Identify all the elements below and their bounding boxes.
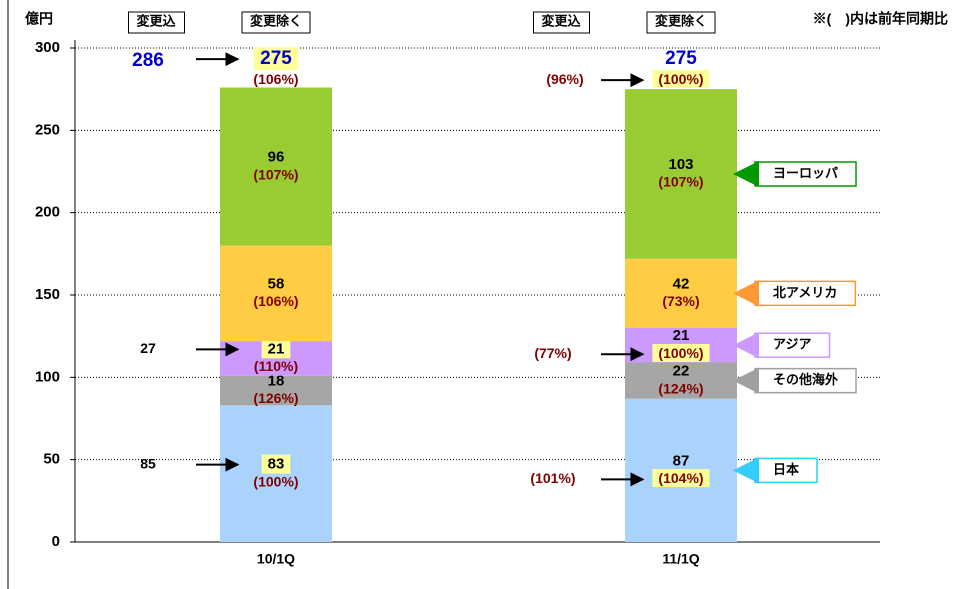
value-label: 21 (268, 340, 285, 357)
highlight (652, 469, 710, 488)
highlight (261, 339, 291, 359)
legend-label: その他海外 (773, 372, 838, 387)
y-tick-label: 0 (52, 533, 60, 550)
legend-label: ヨーロッパ (773, 165, 838, 180)
column-header: 変更込 (136, 13, 176, 28)
y-tick-label: 300 (35, 39, 60, 56)
x-tick-label: 10/1Q (257, 551, 295, 567)
value-label: 83 (268, 456, 285, 473)
legend-arrow (733, 457, 759, 484)
legend-label: 日本 (773, 462, 799, 477)
note: ※( )内は前年同期比 (813, 11, 948, 27)
yoy-label: (106%) (253, 293, 298, 309)
value-label: 87 (673, 452, 690, 469)
column-header: 変更込 (541, 13, 581, 28)
yoy-label: (100%) (253, 473, 298, 489)
legend-box (754, 367, 857, 394)
with-changes-label: (77%) (534, 345, 571, 361)
bar-segment (625, 258, 737, 328)
total-yoy-label: (100%) (658, 71, 703, 87)
legend-arrow (733, 367, 759, 394)
yoy-label: (107%) (253, 166, 298, 182)
yoy-label: (104%) (658, 470, 703, 486)
value-label: 18 (268, 372, 285, 389)
y-tick-label: 200 (35, 204, 60, 221)
yoy-label: (73%) (662, 293, 699, 309)
with-changes-label: (101%) (530, 470, 575, 486)
y-tick-label: 50 (43, 451, 60, 468)
total-with-changes: (96%) (546, 71, 583, 87)
header-box (532, 11, 590, 34)
legend-arrow (733, 160, 759, 187)
header-box (127, 11, 185, 34)
y-unit: 億円 (25, 11, 53, 27)
legend-label: アジア (773, 337, 811, 352)
highlight (254, 47, 299, 71)
yoy-label: (110%) (254, 358, 298, 374)
bar-segment (220, 245, 332, 342)
with-changes-label: 85 (140, 455, 156, 471)
value-label: 21 (673, 327, 690, 344)
legend-box (754, 280, 857, 307)
yoy-label: (124%) (658, 380, 703, 396)
header-box (241, 11, 311, 34)
total-label: 275 (260, 48, 292, 69)
yoy-label: (126%) (253, 390, 298, 406)
bar-segment (625, 362, 737, 399)
column-header: 変更除く (250, 13, 302, 28)
value-label: 103 (668, 156, 693, 173)
header-box (646, 11, 716, 34)
bar-segment (220, 405, 332, 542)
highlight (652, 343, 710, 362)
value-label: 42 (673, 275, 690, 292)
value-label: 58 (268, 275, 285, 292)
value-label: 96 (268, 149, 285, 166)
highlight (652, 69, 710, 88)
legend-label: 北アメリカ (773, 285, 837, 300)
total-yoy-label: (106%) (253, 71, 298, 87)
legend-arrow (733, 332, 759, 359)
total-with-changes: 286 (132, 50, 164, 71)
y-tick-label: 250 (35, 121, 60, 138)
bar-segment (625, 89, 737, 259)
total-label: 275 (665, 48, 697, 69)
y-tick-label: 100 (35, 368, 60, 385)
bar-segment (220, 87, 332, 246)
value-label: 22 (673, 363, 690, 380)
column-header: 変更除く (655, 13, 707, 28)
bar-segment (220, 375, 332, 406)
x-tick-label: 11/1Q (662, 551, 699, 567)
yoy-label: (107%) (658, 174, 703, 190)
y-tick-label: 150 (35, 286, 60, 303)
yoy-label: (100%) (658, 345, 703, 361)
with-changes-label: 27 (140, 340, 156, 356)
highlight (261, 454, 291, 474)
legend-arrow (733, 280, 759, 307)
